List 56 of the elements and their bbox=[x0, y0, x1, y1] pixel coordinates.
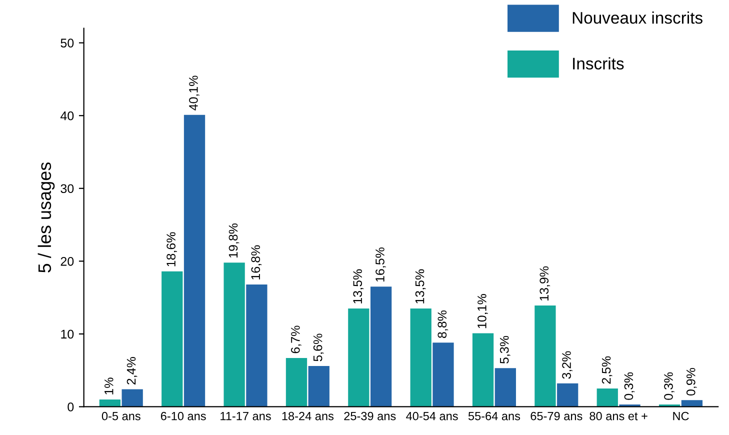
data-label: 5,3% bbox=[500, 336, 510, 364]
data-label: 2,4% bbox=[126, 357, 138, 384]
data-label: 0,3% bbox=[664, 372, 674, 400]
data-label: 13,9% bbox=[540, 266, 550, 300]
x-tick-label: 6-10 ans bbox=[160, 412, 206, 420]
data-label: 10,1% bbox=[478, 294, 488, 328]
bar bbox=[286, 358, 308, 407]
data-label: 8,8% bbox=[438, 310, 448, 338]
y-tick-label: 30 bbox=[60, 184, 74, 194]
bar bbox=[472, 333, 494, 407]
bar bbox=[557, 383, 578, 407]
data-label: 5,6% bbox=[313, 334, 324, 362]
data-label: 16,5% bbox=[376, 247, 386, 282]
data-label: 13,5% bbox=[353, 269, 364, 304]
x-tick-label: 25-39 ans bbox=[344, 412, 396, 420]
bar bbox=[162, 271, 183, 407]
bar bbox=[596, 388, 618, 407]
data-label: 1% bbox=[104, 378, 114, 394]
data-label: 16,8% bbox=[251, 245, 262, 280]
bar bbox=[246, 284, 268, 407]
x-tick-label: 0-5 ans bbox=[102, 412, 140, 420]
x-tick-label: 55-64 ans bbox=[468, 412, 520, 420]
legend-label: Inscrits bbox=[573, 57, 624, 70]
data-label: 0,9% bbox=[686, 368, 697, 396]
data-label: 19,8% bbox=[228, 223, 240, 258]
data-label: 40,1% bbox=[189, 76, 200, 110]
data-label: 13,5% bbox=[415, 269, 426, 304]
x-tick-label: 40-54 ans bbox=[406, 412, 458, 420]
data-label: 18,6% bbox=[166, 232, 177, 266]
y-tick-label: 40 bbox=[60, 111, 74, 120]
y-tick-label: 10 bbox=[61, 330, 74, 339]
bar bbox=[432, 342, 454, 407]
data-label: 6,7% bbox=[290, 326, 302, 354]
bar bbox=[370, 286, 392, 407]
bar bbox=[184, 114, 206, 407]
bar bbox=[308, 366, 330, 407]
x-tick-label: 18-24 ans bbox=[282, 412, 334, 420]
bar bbox=[534, 306, 556, 407]
y-tick-label: 50 bbox=[60, 38, 74, 48]
bar bbox=[410, 308, 432, 407]
data-label: 2,5% bbox=[602, 356, 612, 384]
y-tick-label: 20 bbox=[60, 256, 74, 266]
bar bbox=[224, 262, 245, 407]
legend-label: Nouveaux inscrits bbox=[572, 12, 702, 24]
bar bbox=[494, 368, 516, 407]
x-tick-label: 11-17 ans bbox=[220, 412, 271, 420]
y-tick-label: 0 bbox=[68, 402, 74, 412]
bar bbox=[122, 389, 143, 407]
bar bbox=[681, 400, 703, 407]
x-tick-label: NC bbox=[673, 412, 689, 420]
x-tick-label: 65-79 ans bbox=[530, 412, 582, 420]
bar bbox=[348, 308, 370, 407]
x-tick-label: 80 ans et + bbox=[590, 412, 648, 420]
y-axis-title: 5 / les usages bbox=[38, 162, 55, 272]
data-label: 3,2% bbox=[562, 351, 572, 379]
data-label: 0,3% bbox=[624, 372, 635, 400]
